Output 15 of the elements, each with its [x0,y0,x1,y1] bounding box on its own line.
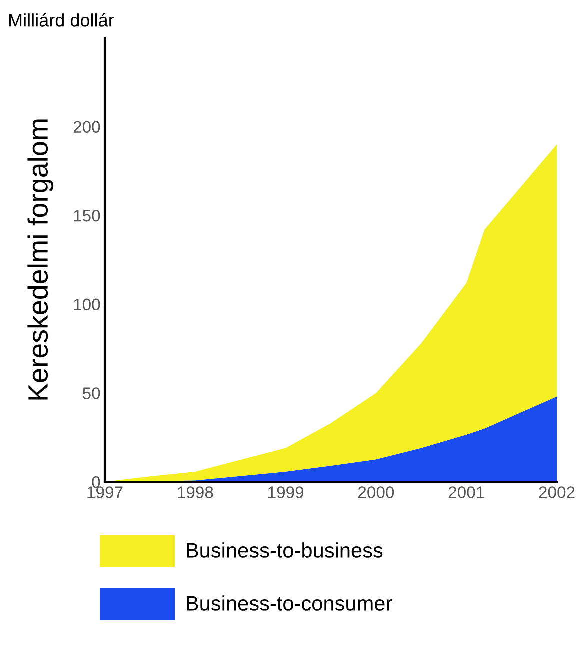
legend-label: Business-to-consumer [187,596,392,611]
x-tick-label: 1998 [178,486,214,498]
x-tick-label: 1999 [268,486,304,498]
y-tick-label: 0 [92,476,100,488]
y-tick-label: 150 [74,210,100,222]
legend-label: Business-to-business [187,542,383,558]
y-tick-label: 50 [82,388,100,400]
x-tick-label: 2002 [539,486,575,498]
x-tick-label: 2000 [358,486,394,498]
y-tick-label: 100 [74,298,100,311]
text: Milliárd dollár [9,13,114,27]
x-tick-label: 1997 [88,486,123,498]
x-tick-label: 2001 [448,486,484,498]
y-tick-label: 200 [74,121,100,134]
y-axis-title: Kereskedelmi forgalom [28,120,54,400]
